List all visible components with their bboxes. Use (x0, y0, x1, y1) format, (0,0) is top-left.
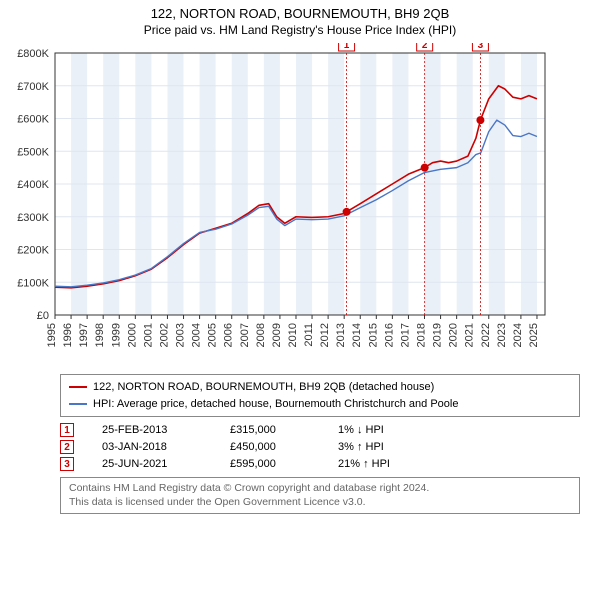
chart-title: 122, NORTON ROAD, BOURNEMOUTH, BH9 2QB (0, 6, 600, 21)
y-tick-label: £800K (17, 48, 49, 60)
x-tick-label: 2022 (480, 323, 492, 347)
x-tick-label: 2010 (287, 323, 299, 347)
footer-attribution: Contains HM Land Registry data © Crown c… (60, 477, 580, 514)
legend-swatch (69, 403, 87, 405)
x-tick-label: 1997 (78, 323, 90, 347)
x-tick-label: 2002 (158, 323, 170, 347)
x-tick-label: 2006 (223, 323, 235, 347)
x-tick-label: 1995 (46, 323, 58, 347)
x-tick-label: 2016 (383, 323, 395, 347)
x-tick-label: 2020 (448, 323, 460, 347)
y-tick-label: £0 (37, 310, 49, 322)
tx-marker-label: 1 (344, 43, 350, 51)
footer-line-2: This data is licensed under the Open Gov… (69, 496, 571, 510)
x-tick-label: 2011 (303, 323, 315, 347)
legend-label: 122, NORTON ROAD, BOURNEMOUTH, BH9 2QB (… (93, 379, 434, 396)
x-tick-label: 2015 (367, 323, 379, 347)
tx-date: 03-JAN-2018 (102, 441, 202, 453)
x-tick-label: 1996 (62, 323, 74, 347)
y-tick-label: £400K (17, 179, 49, 191)
x-tick-label: 2008 (255, 323, 267, 347)
x-tick-label: 2017 (399, 323, 411, 347)
y-tick-label: £600K (17, 114, 49, 126)
legend-row: HPI: Average price, detached house, Bour… (69, 396, 571, 413)
tx-date: 25-FEB-2013 (102, 424, 202, 436)
legend-box: 122, NORTON ROAD, BOURNEMOUTH, BH9 2QB (… (60, 374, 580, 417)
x-tick-label: 2014 (351, 323, 363, 347)
y-tick-label: £300K (17, 212, 49, 224)
x-tick-label: 1999 (110, 323, 122, 347)
tx-marker-label: 3 (478, 43, 484, 51)
tx-marker-box: 1 (60, 423, 74, 437)
tx-marker-label: 2 (422, 43, 428, 51)
line-chart-svg: £0 £100K £200K £300K £400K £500K £600K £700K £80… (0, 43, 560, 363)
legend-row: 122, NORTON ROAD, BOURNEMOUTH, BH9 2QB (… (69, 379, 571, 396)
x-tick-label: 2018 (416, 323, 428, 347)
tx-diff: 3% ↑ HPI (338, 441, 428, 453)
tx-price: £315,000 (230, 424, 310, 436)
footer-line-1: Contains HM Land Registry data © Crown c… (69, 482, 571, 496)
tx-row: 1 25-FEB-2013 £315,000 1% ↓ HPI (60, 423, 580, 437)
tx-diff: 1% ↓ HPI (338, 424, 428, 436)
chart-area: £0 £100K £200K £300K £400K £500K £600K £700K £80… (0, 43, 600, 366)
tx-diff: 21% ↑ HPI (338, 458, 428, 470)
y-tick-label: £100K (17, 277, 49, 289)
x-tick-label: 2003 (175, 323, 187, 347)
tx-row: 3 25-JUN-2021 £595,000 21% ↑ HPI (60, 457, 580, 471)
transactions-table: 1 25-FEB-2013 £315,000 1% ↓ HPI 2 03-JAN-2018… (60, 423, 580, 471)
x-tick-label: 2012 (319, 323, 331, 347)
legend-swatch (69, 386, 87, 388)
x-tick-label: 2025 (528, 323, 540, 347)
legend-label: HPI: Average price, detached house, Bour… (93, 396, 458, 413)
tx-marker-box: 2 (60, 440, 74, 454)
tx-marker-box: 3 (60, 457, 74, 471)
x-tick-label: 2004 (191, 323, 203, 347)
tx-date: 25-JUN-2021 (102, 458, 202, 470)
tx-price: £595,000 (230, 458, 310, 470)
x-tick-label: 2021 (464, 323, 476, 347)
tx-row: 2 03-JAN-2018 £450,000 3% ↑ HPI (60, 440, 580, 454)
x-tick-label: 2024 (512, 323, 524, 347)
x-tick-label: 2005 (207, 323, 219, 347)
chart-subtitle: Price paid vs. HM Land Registry's House … (0, 23, 600, 37)
x-tick-label: 2013 (335, 323, 347, 347)
x-tick-label: 1998 (94, 323, 106, 347)
y-tick-label: £500K (17, 146, 49, 158)
x-tick-label: 2000 (126, 323, 138, 347)
x-tick-label: 2019 (432, 323, 444, 347)
tx-price: £450,000 (230, 441, 310, 453)
y-tick-label: £700K (17, 81, 49, 93)
x-tick-label: 2007 (239, 323, 251, 347)
x-tick-label: 2023 (496, 323, 508, 347)
x-tick-label: 2009 (271, 323, 283, 347)
y-tick-label: £200K (17, 245, 49, 257)
x-tick-label: 2001 (142, 323, 154, 347)
